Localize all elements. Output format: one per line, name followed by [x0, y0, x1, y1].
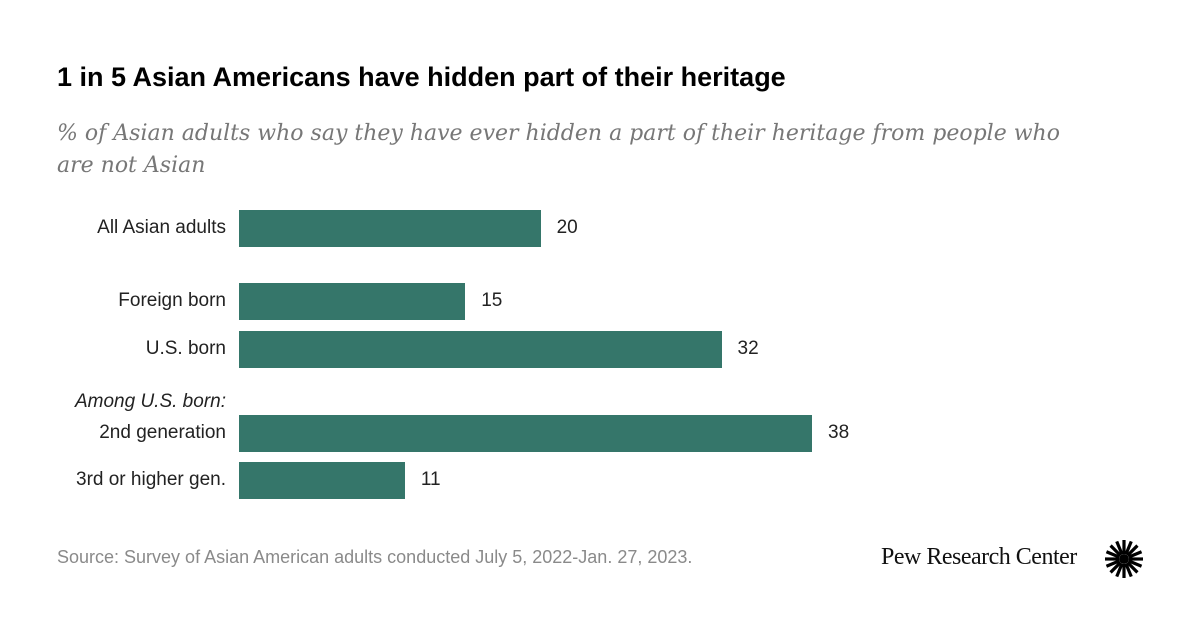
bar [239, 414, 813, 452]
chart-title: 1 in 5 Asian Americans have hidden part … [57, 62, 786, 92]
category-label: U.S. born [145, 338, 226, 359]
source-note: Source: Survey of Asian American adults … [57, 547, 693, 567]
data-label: 11 [420, 469, 441, 490]
data-label: 15 [481, 290, 503, 311]
bar [239, 209, 541, 247]
bar [239, 461, 405, 499]
data-label: 38 [828, 422, 850, 443]
bar [239, 330, 722, 368]
chart-subtitle: % of Asian adults who say they have ever… [57, 121, 1060, 178]
group-label: Among U.S. born: [74, 391, 226, 412]
category-label: 2nd generation [99, 422, 226, 443]
pew-logo-text: Pew Research Center [881, 544, 1077, 570]
data-label: 32 [737, 338, 759, 359]
category-label: Foreign born [118, 290, 226, 311]
data-label: 20 [556, 217, 578, 238]
category-label: All Asian adults [97, 217, 226, 238]
pew-sunburst-icon [1105, 540, 1143, 578]
category-label: 3rd or higher gen. [76, 469, 226, 490]
bar [239, 282, 466, 320]
